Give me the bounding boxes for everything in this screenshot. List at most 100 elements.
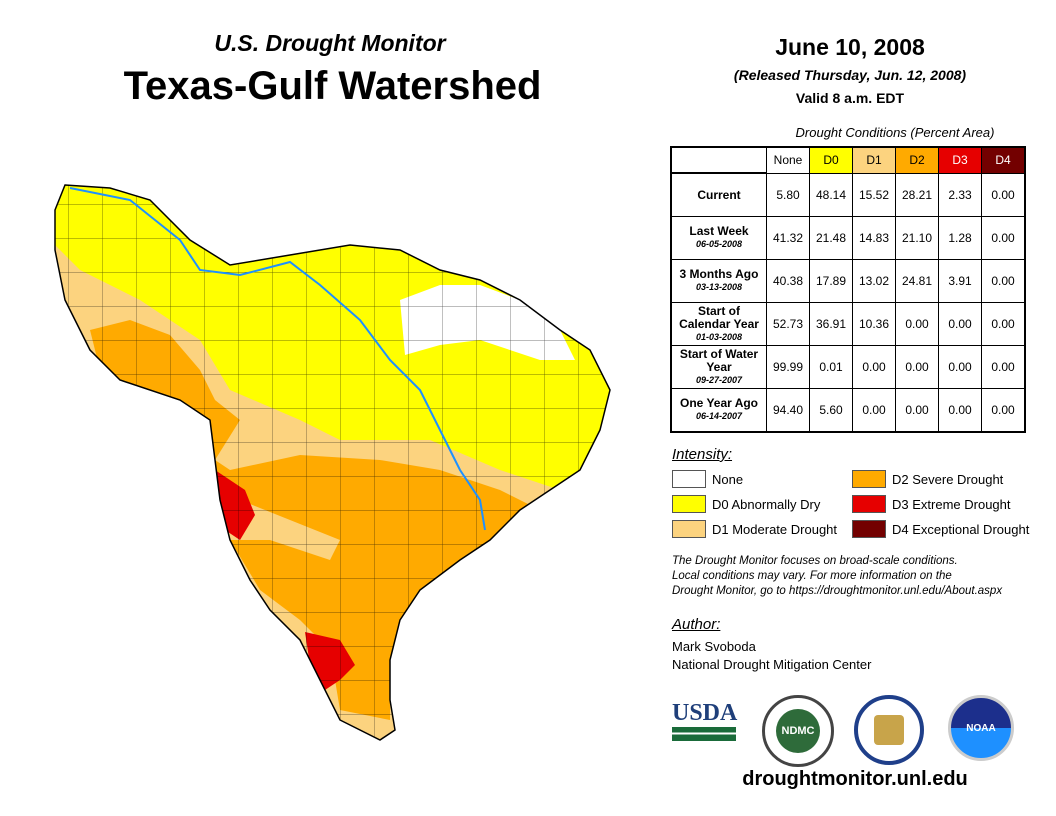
map-date: June 10, 2008 [775, 34, 925, 60]
table-cell: 3.91 [938, 259, 982, 303]
row-label-text: Start of Water Year [679, 346, 759, 374]
row-label-text: 3 Months Ago [679, 267, 759, 281]
legend-swatch [852, 470, 886, 488]
noaa-logo: NOAA [948, 695, 1014, 761]
legend-label: D0 Abnormally Dry [712, 496, 821, 512]
drought-conditions-table: None D0 D1 D2 D3 D4 Current 5.80 48.14 15.5… [670, 146, 1026, 433]
table-cell: 5.80 [766, 172, 810, 217]
author-title: Author: [672, 616, 721, 633]
legend-item: D2 Severe Drought [852, 470, 1003, 488]
legend-swatch [672, 495, 706, 513]
table-cell: 14.83 [852, 216, 896, 260]
website-url[interactable]: droughtmonitor.unl.edu [742, 768, 968, 790]
table-cell: 0.00 [981, 259, 1026, 303]
legend-swatch [672, 520, 706, 538]
table-cell: 0.00 [895, 345, 939, 389]
table-cell: 17.89 [809, 259, 853, 303]
table-cell: 0.01 [809, 345, 853, 389]
table-cell: 0.00 [938, 345, 982, 389]
legend-item: None [672, 470, 743, 488]
commerce-seal-icon [854, 695, 924, 765]
row-date: 06-14-2007 [695, 411, 743, 421]
legend-label: D3 Extreme Drought [892, 496, 1011, 512]
table-cell: 36.91 [809, 302, 853, 346]
table-header-row: None D0 D1 D2 D3 D4 [671, 146, 1026, 174]
table-row: Last Week 06-05-2008 41.32 21.48 14.83 21.10 1… [670, 216, 1026, 260]
col-d3: D3 [938, 146, 982, 174]
table-cell: 0.00 [981, 216, 1026, 260]
table-cell: 52.73 [766, 302, 810, 346]
col-d0: D0 [809, 146, 853, 174]
legend-item: D1 Moderate Drought [672, 520, 837, 538]
legend-item: D4 Exceptional Drought [852, 520, 1029, 538]
table-cell: 0.00 [981, 388, 1026, 433]
table-cell: 41.32 [766, 216, 810, 260]
row-date: 06-05-2008 [695, 239, 743, 249]
county-lines [55, 185, 610, 740]
note-line: Local conditions may vary. For more info… [672, 570, 952, 582]
col-none: None [766, 146, 810, 174]
row-label-text: Last Week [689, 224, 749, 238]
col-d1: D1 [852, 146, 896, 174]
disclaimer-note: The Drought Monitor focuses on broad-sca… [672, 554, 1002, 599]
legend-label: D4 Exceptional Drought [892, 521, 1030, 537]
row-label: Last Week 06-05-2008 [670, 216, 767, 260]
table-cell: 24.81 [895, 259, 939, 303]
release-date: (Released Thursday, Jun. 12, 2008) [733, 67, 967, 83]
row-date: 09-27-2007 [695, 374, 743, 385]
table-cell: 0.00 [852, 388, 896, 433]
table-row: One Year Ago 06-14-2007 94.40 5.60 0.00 0.00 0… [670, 388, 1026, 433]
table-cell: 0.00 [938, 388, 982, 433]
col-d2: D2 [895, 146, 939, 174]
table-cell: 15.52 [852, 172, 896, 217]
legend-label: None [712, 471, 744, 487]
row-label: One Year Ago 06-14-2007 [670, 388, 767, 433]
table-cell: 0.00 [981, 302, 1026, 346]
table-cell: 0.00 [852, 345, 896, 389]
row-label-text: Current [697, 187, 741, 202]
legend-label: D1 Moderate Drought [712, 521, 838, 537]
map-title: Texas-Gulf Watershed [123, 64, 542, 108]
legend-title: Intensity: [672, 446, 733, 463]
table-cell: 99.99 [766, 345, 810, 389]
river-line [69, 187, 486, 531]
table-cell: 0.00 [981, 172, 1026, 217]
note-line: Drought Monitor, go to https://droughtmo… [672, 585, 1003, 597]
table-row: Start of Calendar Year 01-03-2008 52.73 36.… [670, 302, 1026, 346]
author-name: Mark Svoboda [672, 639, 756, 654]
table-row: Start of Water Year 09-27-2007 99.99 0.01 0.… [670, 345, 1026, 389]
usda-logo: USDA [672, 700, 737, 741]
legend-label: D2 Severe Drought [892, 471, 1004, 487]
table-cell: 5.60 [809, 388, 853, 433]
valid-time: Valid 8 a.m. EDT [795, 90, 905, 106]
watershed-map [54, 184, 611, 741]
table-cell: 1.28 [938, 216, 982, 260]
table-row: 3 Months Ago 03-13-2008 40.38 17.89 13.02 24.… [670, 259, 1026, 303]
row-label-text: Start of Calendar Year [679, 303, 759, 331]
table-caption: Drought Conditions (Percent Area) [795, 125, 995, 140]
legend-swatch [852, 520, 886, 538]
author-org: National Drought Mitigation Center [672, 657, 872, 672]
table-cell: 21.10 [895, 216, 939, 260]
table-cell: 0.00 [895, 388, 939, 433]
map-subtitle: U.S. Drought Monitor [214, 30, 446, 56]
row-label: 3 Months Ago 03-13-2008 [670, 259, 767, 303]
row-label: Current [670, 172, 767, 217]
row-label-text: One Year Ago [679, 396, 759, 410]
table-cell: 0.00 [981, 345, 1026, 389]
table-cell: 0.00 [895, 302, 939, 346]
note-line: The Drought Monitor focuses on broad-sca… [672, 555, 958, 567]
legend-item: D3 Extreme Drought [852, 495, 1011, 513]
row-date: 03-13-2008 [695, 282, 743, 292]
legend-item: D0 Abnormally Dry [672, 495, 820, 513]
table-cell: 48.14 [809, 172, 853, 217]
table-row: Current 5.80 48.14 15.52 28.21 2.33 0.00 [670, 172, 1026, 217]
table-cell: 21.48 [809, 216, 853, 260]
ndmc-logo: NDMC [762, 695, 834, 767]
table-cell: 94.40 [766, 388, 810, 433]
table-cell: 40.38 [766, 259, 810, 303]
table-cell: 13.02 [852, 259, 896, 303]
row-date: 01-03-2008 [695, 331, 743, 342]
table-cell: 0.00 [938, 302, 982, 346]
